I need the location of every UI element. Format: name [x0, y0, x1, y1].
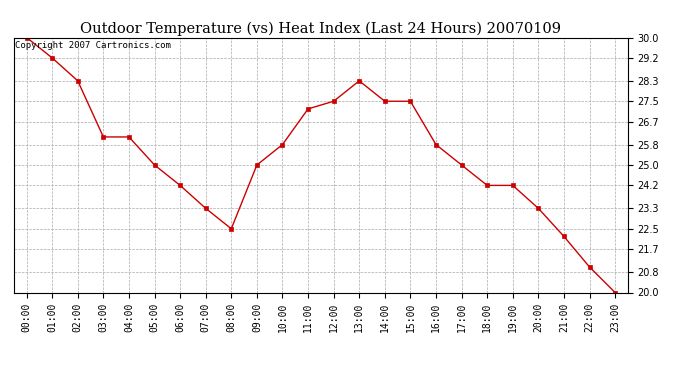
Text: Copyright 2007 Cartronics.com: Copyright 2007 Cartronics.com — [15, 41, 171, 50]
Title: Outdoor Temperature (vs) Heat Index (Last 24 Hours) 20070109: Outdoor Temperature (vs) Heat Index (Las… — [80, 22, 562, 36]
